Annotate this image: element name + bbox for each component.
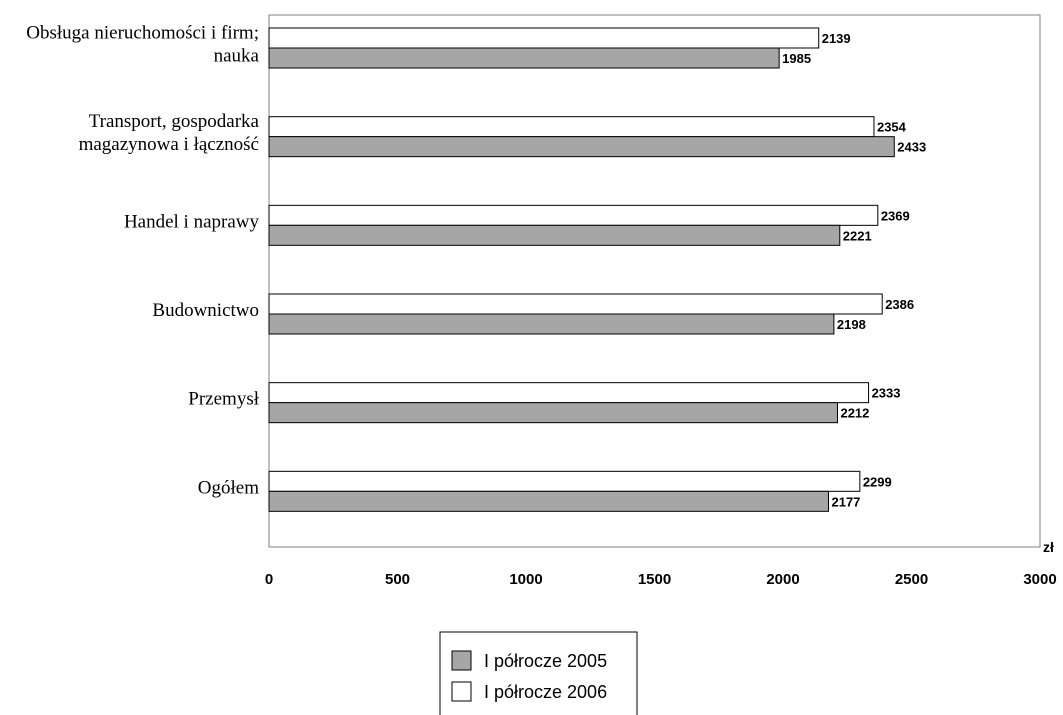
bar xyxy=(268,470,861,492)
data-label: 2177 xyxy=(831,494,860,509)
data-label: 1985 xyxy=(782,51,811,66)
data-label: 2198 xyxy=(837,317,866,332)
category-label: Obsługa nieruchomości i firm; nauka xyxy=(26,23,259,67)
legend-box xyxy=(439,631,638,715)
bar xyxy=(268,224,841,246)
legend-swatch xyxy=(451,681,472,702)
x-tick-label: 500 xyxy=(385,571,410,588)
x-axis-unit-label: zł xyxy=(1043,539,1054,555)
bar xyxy=(268,204,879,226)
data-label: 2433 xyxy=(897,140,926,155)
legend-entry-label: I półrocze 2005 xyxy=(484,651,607,671)
bar xyxy=(268,313,835,335)
category-label: Transport, gospodarka magazynowa i łączno… xyxy=(79,111,260,155)
bar xyxy=(268,136,895,158)
plot-area xyxy=(268,14,1041,548)
category-label-line: Transport, gospodarka xyxy=(89,111,260,132)
data-label: 2221 xyxy=(843,228,872,243)
bar xyxy=(268,382,870,404)
category-label-line: Ogółem xyxy=(198,477,259,498)
category-label-line: Obsługa nieruchomości i firm; xyxy=(26,23,259,44)
bar xyxy=(268,293,883,315)
category-label: Przemysł xyxy=(188,389,259,410)
category-label-line: magazynowa i łączność xyxy=(79,134,259,155)
x-tick-label: 1000 xyxy=(509,571,542,588)
category-label-line: Przemysł xyxy=(188,389,259,410)
x-tick-label: 2000 xyxy=(766,571,799,588)
data-label: 2139 xyxy=(822,31,851,46)
x-tick-label: 0 xyxy=(265,571,273,588)
bar xyxy=(268,27,820,49)
category-labels: Obsługa nieruchomości i firm; nauka Transp… xyxy=(26,23,259,499)
bar xyxy=(268,116,875,138)
x-tick-label: 3000 xyxy=(1023,571,1056,588)
category-label-line: Handel i naprawy xyxy=(124,211,260,232)
data-labels: 2139 2354 2369 2386 2333 2299 1985 2433 2221 2198… xyxy=(782,31,926,509)
bar xyxy=(268,47,780,69)
category-label: Budownictwo xyxy=(152,300,259,321)
data-label: 2354 xyxy=(877,120,907,135)
bars xyxy=(268,27,895,512)
data-label: 2369 xyxy=(881,208,910,223)
legend-entry-label: I półrocze 2006 xyxy=(484,682,607,702)
x-axis-ticks: 0 500 1000 1500 2000 2500 3000 xyxy=(265,571,1057,588)
bar xyxy=(268,402,838,424)
legend-swatch xyxy=(451,650,472,671)
legend: I półrocze 2005 I półrocze 2006 xyxy=(439,631,638,715)
category-label: Handel i naprawy xyxy=(124,211,260,232)
bar xyxy=(268,490,829,512)
plot-border xyxy=(268,14,1041,548)
category-label-line: nauka xyxy=(214,46,260,67)
category-label: Ogółem xyxy=(198,477,259,498)
data-label: 2333 xyxy=(872,386,901,401)
data-label: 2386 xyxy=(885,297,914,312)
category-label-line: Budownictwo xyxy=(152,300,259,321)
x-tick-label: 1500 xyxy=(638,571,671,588)
data-label: 2212 xyxy=(840,406,869,421)
x-tick-label: 2500 xyxy=(895,571,928,588)
data-label: 2299 xyxy=(863,474,892,489)
